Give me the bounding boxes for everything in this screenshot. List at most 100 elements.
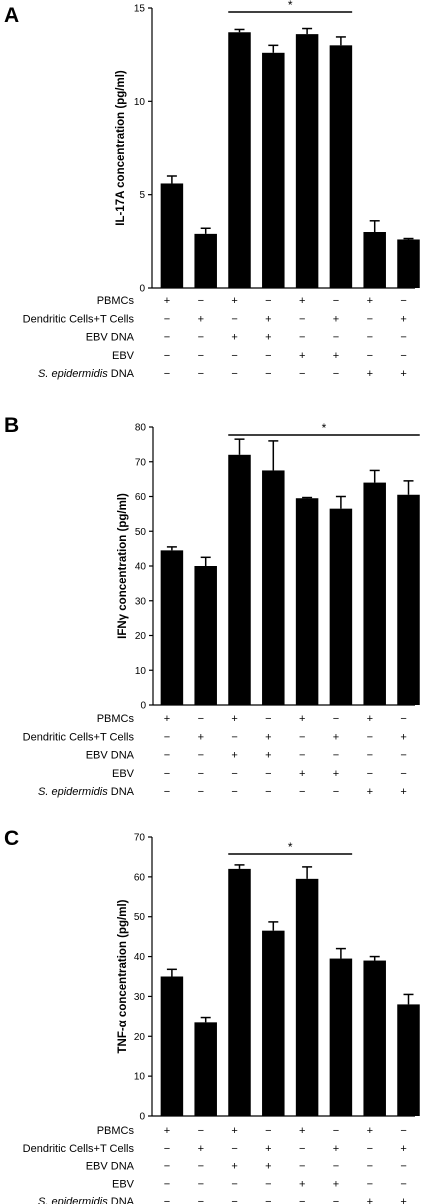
condition-sign: + [400,1143,406,1155]
condition-sign: − [198,332,204,344]
condition-sign: + [198,731,204,743]
condition-sign: − [198,295,204,307]
condition-sign: − [299,1161,305,1173]
condition-sign: + [367,786,373,798]
bar [295,498,319,705]
condition-sign: + [265,731,271,743]
y-tick-label: 20 [134,1032,146,1043]
condition-sign: + [164,1125,170,1137]
condition-label: Dendritic Cells+T Cells [23,731,135,743]
condition-sign: + [265,313,271,325]
bar [160,976,184,1116]
bar [329,508,353,705]
condition-sign: − [400,768,406,780]
condition-label-italic: S. epidermidis [38,368,108,380]
condition-label: EBV [112,1178,135,1190]
condition-sign: + [333,1178,339,1190]
condition-sign: + [367,1196,373,1204]
y-tick-label: 60 [134,872,146,883]
bar [397,1004,420,1116]
y-tick-label: 30 [134,992,146,1003]
condition-sign: − [231,768,237,780]
significance-star: * [288,0,293,12]
condition-label-text: DNA [108,1196,135,1204]
y-tick-label: 80 [135,423,147,434]
condition-sign: + [164,713,170,725]
condition-sign: − [367,350,373,362]
condition-sign: − [333,332,339,344]
condition-sign: − [231,313,237,325]
bar [295,878,319,1116]
condition-sign: + [400,313,406,325]
condition-label: S. epidermidis DNA [38,786,135,798]
bar [160,183,184,288]
condition-sign: − [198,350,204,362]
condition-sign: − [164,368,170,380]
condition-label: PBMCs [97,295,135,307]
condition-sign: + [367,1125,373,1137]
bar [194,566,217,705]
condition-sign: − [164,750,170,762]
condition-sign: + [231,332,237,344]
condition-sign: − [231,368,237,380]
y-tick-label: 70 [135,457,147,468]
condition-sign: − [367,768,373,780]
condition-sign: − [164,1161,170,1173]
condition-sign: − [333,295,339,307]
condition-sign: + [367,295,373,307]
condition-sign: + [265,1143,271,1155]
condition-sign: + [299,350,305,362]
y-tick-label: 40 [135,562,147,573]
condition-sign: − [367,750,373,762]
condition-sign: + [333,313,339,325]
condition-sign: + [231,1161,237,1173]
condition-sign: − [299,368,305,380]
condition-sign: − [164,313,170,325]
condition-sign: − [265,1178,271,1190]
y-tick-label: 0 [140,701,146,712]
condition-sign: − [265,713,271,725]
bar [194,233,217,288]
condition-sign: + [367,368,373,380]
condition-sign: − [198,713,204,725]
y-tick-label: 10 [134,1072,146,1083]
condition-label-italic: S. epidermidis [38,1196,108,1204]
condition-sign: − [265,350,271,362]
bar [329,45,353,289]
condition-sign: − [231,350,237,362]
condition-sign: − [265,786,271,798]
condition-label-text: DNA [108,786,135,798]
condition-sign: + [400,1196,406,1204]
y-tick-label: 5 [139,190,145,201]
condition-sign: − [367,332,373,344]
condition-sign: + [265,332,271,344]
bar [262,470,285,705]
condition-sign: + [164,295,170,307]
condition-sign: − [164,1196,170,1204]
condition-sign: + [333,768,339,780]
condition-sign: − [367,731,373,743]
condition-sign: − [400,1125,406,1137]
y-tick-label: 0 [139,284,145,295]
condition-sign: − [198,368,204,380]
condition-sign: − [333,750,339,762]
condition-label: EBV [112,768,135,780]
condition-sign: − [164,786,170,798]
condition-label: PBMCs [97,1125,135,1137]
condition-sign: − [231,731,237,743]
condition-label: EBV DNA [86,750,135,762]
condition-sign: − [333,713,339,725]
condition-sign: + [333,350,339,362]
condition-sign: + [231,295,237,307]
y-tick-label: 60 [135,492,147,503]
condition-sign: + [231,713,237,725]
condition-label-text: DNA [108,368,135,380]
condition-sign: − [367,313,373,325]
bar [295,34,319,289]
condition-sign: + [333,731,339,743]
condition-sign: − [299,1196,305,1204]
panel-a: A 0 5 10 15 IL-17A concentration (pg/ml) * PBMC… [4,0,420,380]
y-tick-label: 20 [135,631,147,642]
condition-sign: + [231,1125,237,1137]
